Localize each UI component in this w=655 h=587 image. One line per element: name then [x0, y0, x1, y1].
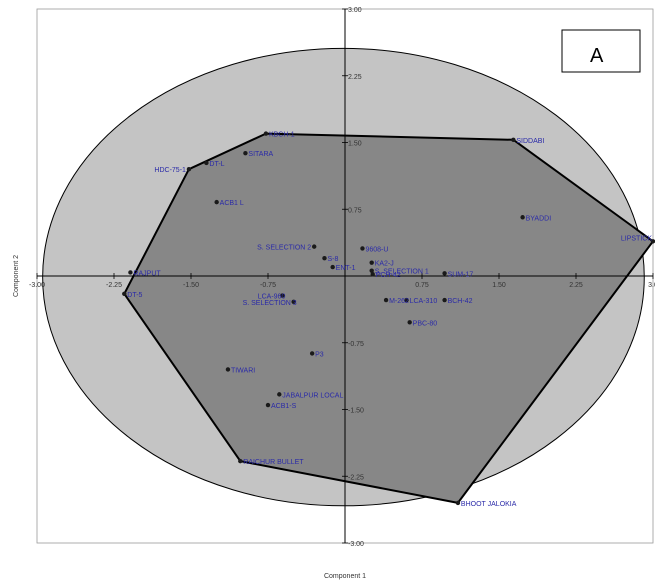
point-label: PBC-80 — [413, 320, 438, 327]
point-label: LIPSTICK — [621, 235, 652, 242]
x-tick-label: -1.50 — [183, 282, 199, 289]
point-label: S-8 — [327, 256, 338, 263]
data-point — [122, 291, 127, 296]
data-point — [322, 256, 327, 261]
y-tick-label: -1.50 — [348, 408, 364, 415]
point-label: S. SELECTION 1 — [375, 269, 429, 276]
data-point — [186, 167, 192, 172]
point-label: KA2-J — [375, 261, 394, 268]
data-point — [383, 297, 389, 303]
point-label: DT-5 — [127, 292, 142, 299]
x-tick-label: -2.25 — [106, 282, 122, 289]
point-label: ENT-1 — [336, 265, 356, 272]
point-label: RAJPUT — [133, 270, 161, 277]
point-label: 9608-U — [365, 246, 388, 253]
data-point — [291, 299, 296, 305]
point-label: S. SELECTION 3 — [243, 300, 297, 307]
y-tick-label: 3.00 — [348, 7, 362, 14]
data-point — [312, 244, 317, 249]
point-label: SITARA — [248, 151, 273, 158]
point-label: DT-L — [209, 161, 224, 168]
point-label: M-262 — [389, 298, 409, 305]
point-label: SIDDABI — [516, 138, 544, 145]
data-point — [128, 270, 133, 275]
y-tick-label: 0.75 — [348, 207, 362, 214]
x-tick-label: 2.25 — [569, 282, 583, 289]
y-tick-label: -0.75 — [348, 341, 364, 348]
point-label: TIWARI — [231, 367, 255, 374]
data-point — [360, 246, 365, 251]
data-point — [369, 268, 374, 273]
panel-label: A — [590, 45, 604, 67]
point-label: LCA-310 — [410, 298, 438, 305]
point-label: PCH-42 — [376, 272, 401, 279]
y-tick-label: -2.25 — [348, 474, 364, 481]
data-point — [520, 215, 525, 220]
data-point — [263, 131, 269, 136]
point-label: P3 — [315, 351, 324, 358]
data-point — [243, 150, 248, 156]
data-point — [204, 160, 209, 166]
convex-hull — [123, 132, 654, 504]
data-point — [214, 199, 219, 205]
point-label: BYADDI — [526, 215, 552, 222]
y-tick-label: -3.00 — [348, 541, 364, 548]
point-label: HDC-75-1 — [154, 167, 186, 174]
point-label: BCH-42 — [448, 298, 473, 305]
point-label: ACB1-S — [271, 403, 297, 410]
data-point — [370, 272, 375, 277]
point-label: BHOOT JALOKIA — [461, 501, 517, 508]
x-tick-label: -3.00 — [29, 282, 45, 289]
point-label: ACB1 L — [220, 200, 244, 207]
x-tick-label: 0.75 — [415, 282, 429, 289]
data-point — [330, 264, 335, 270]
point-label: JABALPUR LOCAL — [282, 392, 343, 399]
data-point — [455, 500, 461, 506]
data-point — [309, 351, 315, 356]
data-point — [369, 260, 374, 265]
data-point — [407, 320, 412, 325]
x-tick-label: -0.75 — [260, 282, 276, 289]
x-axis-title: Component 1 — [324, 573, 366, 580]
point-label: KBCH-1 — [269, 132, 295, 139]
data-point — [280, 293, 285, 298]
data-point — [265, 402, 271, 408]
data-point — [650, 239, 655, 244]
x-tick-label: 1.50 — [492, 282, 506, 289]
panel-label-box — [561, 29, 641, 73]
point-label: RAICHUR BULLET — [243, 459, 304, 466]
point-label: S. SELECTION 2 — [257, 245, 311, 252]
y-tick-label: 2.25 — [348, 74, 362, 81]
data-point — [225, 367, 231, 372]
data-point — [511, 137, 516, 143]
y-axis-title: Component 2 — [13, 255, 20, 297]
y-tick-label: 1.50 — [348, 141, 362, 148]
x-tick-label: 3.0 — [648, 282, 655, 289]
point-label: LCA-960 — [258, 294, 286, 301]
data-point — [442, 297, 447, 303]
data-point — [404, 297, 409, 303]
data-point — [442, 271, 447, 276]
data-point — [277, 392, 282, 397]
point-label: SUM-17 — [448, 271, 474, 278]
data-point — [238, 458, 243, 464]
